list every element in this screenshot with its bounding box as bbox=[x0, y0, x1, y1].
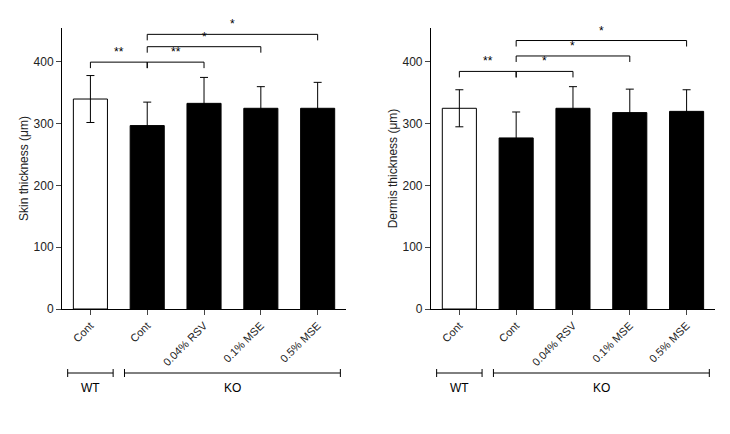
svg-text:KO: KO bbox=[593, 381, 610, 395]
svg-text:200: 200 bbox=[34, 179, 54, 193]
svg-text:0.04% RSV: 0.04% RSV bbox=[530, 319, 579, 368]
svg-text:0: 0 bbox=[416, 302, 423, 316]
svg-text:400: 400 bbox=[34, 55, 54, 69]
svg-text:**: ** bbox=[483, 54, 493, 68]
svg-text:KO: KO bbox=[224, 381, 241, 395]
svg-text:*: * bbox=[599, 24, 604, 38]
svg-text:400: 400 bbox=[403, 55, 423, 69]
svg-text:Skin thickness (μm): Skin thickness (μm) bbox=[17, 116, 31, 221]
svg-text:300: 300 bbox=[403, 117, 423, 131]
svg-text:**: ** bbox=[171, 45, 181, 59]
svg-text:WT: WT bbox=[81, 381, 100, 395]
svg-text:0.04% RSV: 0.04% RSV bbox=[161, 319, 210, 368]
svg-text:**: ** bbox=[114, 45, 124, 59]
svg-text:*: * bbox=[230, 17, 235, 31]
svg-text:Cont: Cont bbox=[440, 320, 465, 345]
svg-text:0.5% MSE: 0.5% MSE bbox=[278, 320, 323, 365]
svg-text:*: * bbox=[542, 54, 547, 68]
svg-text:Dermis thickness (μm): Dermis thickness (μm) bbox=[386, 109, 400, 229]
svg-text:*: * bbox=[570, 39, 575, 53]
svg-text:Cont: Cont bbox=[497, 320, 522, 345]
svg-text:200: 200 bbox=[403, 179, 423, 193]
svg-text:100: 100 bbox=[403, 240, 423, 254]
svg-text:*: * bbox=[202, 30, 207, 44]
svg-text:WT: WT bbox=[450, 381, 469, 395]
svg-text:0.1% MSE: 0.1% MSE bbox=[590, 320, 635, 365]
svg-text:0.1% MSE: 0.1% MSE bbox=[221, 320, 266, 365]
svg-text:100: 100 bbox=[34, 240, 54, 254]
svg-text:Cont: Cont bbox=[128, 320, 153, 345]
svg-text:0: 0 bbox=[47, 302, 54, 316]
svg-text:0.5% MSE: 0.5% MSE bbox=[647, 320, 692, 365]
svg-text:300: 300 bbox=[34, 117, 54, 131]
svg-text:Cont: Cont bbox=[71, 320, 96, 345]
